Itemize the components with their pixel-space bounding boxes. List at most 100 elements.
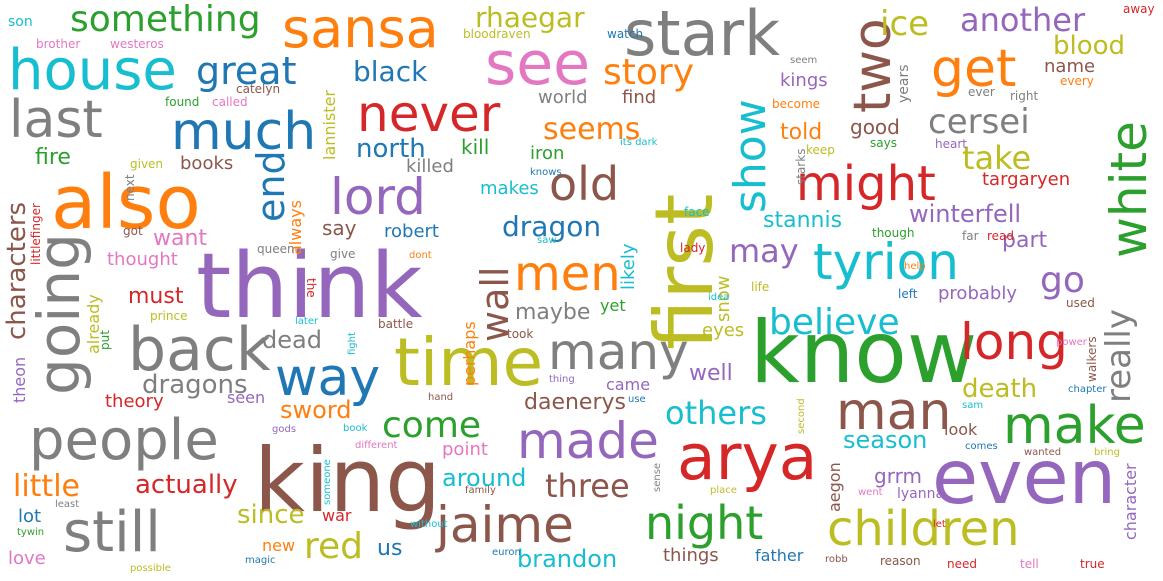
cloud-word: made — [517, 412, 659, 470]
cloud-word: arya — [677, 421, 818, 494]
cloud-word: stannis — [763, 208, 843, 233]
cloud-word: thought — [107, 249, 178, 270]
cloud-word: wanted — [1024, 447, 1062, 458]
cloud-word: without — [410, 519, 448, 530]
cloud-word: name — [1044, 56, 1096, 77]
cloud-word: may — [729, 232, 799, 270]
cloud-word: put — [98, 330, 112, 350]
cloud-word: left — [898, 287, 918, 301]
cloud-word: great — [196, 49, 297, 93]
cloud-word: given — [130, 157, 164, 171]
cloud-word: face — [684, 205, 710, 219]
cloud-word: killed — [406, 156, 454, 177]
cloud-word: theory — [105, 391, 164, 412]
cloud-word: catelyn — [236, 82, 281, 96]
cloud-word: someone — [322, 459, 333, 505]
cloud-word: winterfell — [909, 200, 1022, 228]
cloud-word: sense — [652, 462, 663, 492]
cloud-word: seen — [227, 388, 266, 407]
cloud-word: prince — [150, 309, 188, 323]
cloud-word: called — [212, 95, 248, 109]
cloud-word: new — [262, 536, 296, 555]
cloud-word: keep — [806, 143, 835, 157]
cloud-word: war — [322, 506, 352, 525]
cloud-word: tywin — [17, 527, 45, 538]
cloud-word: littlefinger — [29, 203, 43, 265]
cloud-word: men — [514, 246, 621, 302]
cloud-word: look — [944, 420, 978, 439]
cloud-word: starks — [794, 148, 808, 185]
cloud-word: back — [128, 315, 271, 385]
cloud-word: go — [1040, 260, 1085, 301]
cloud-word: rhaegar — [475, 1, 585, 34]
cloud-word: black — [353, 55, 428, 88]
cloud-word: old — [549, 157, 620, 211]
cloud-word: sword — [280, 396, 352, 424]
cloud-word: others — [665, 394, 767, 432]
cloud-word: robert — [384, 221, 439, 242]
cloud-word: yet — [600, 296, 626, 315]
cloud-word: dont — [409, 250, 432, 261]
cloud-word: another — [960, 1, 1086, 39]
cloud-word: went — [858, 487, 883, 498]
cloud-word: iron — [530, 143, 565, 164]
cloud-word: westeros — [110, 37, 164, 51]
cloud-word: bring — [1094, 447, 1120, 458]
cloud-word: tyrion — [813, 233, 959, 291]
cloud-word: reason — [880, 554, 921, 568]
cloud-word: euron — [492, 547, 521, 558]
cloud-word: place — [710, 485, 737, 496]
cloud-word: dragons — [142, 370, 248, 400]
cloud-word: last — [9, 90, 103, 150]
cloud-word: lyanna — [897, 486, 945, 502]
cloud-word: lord — [330, 168, 426, 226]
cloud-word: white — [1100, 121, 1158, 258]
cloud-word: jaime — [436, 496, 574, 554]
cloud-word: aegon — [825, 462, 844, 512]
cloud-word: might — [796, 156, 936, 212]
cloud-word: cersei — [928, 102, 1030, 142]
cloud-word: must — [128, 284, 184, 309]
cloud-word: make — [1003, 396, 1146, 456]
cloud-word: blood — [1053, 31, 1126, 61]
cloud-word: likely — [618, 243, 639, 290]
cloud-word: man — [836, 382, 952, 442]
cloud-word: son — [8, 14, 33, 30]
cloud-word: came — [606, 375, 651, 394]
cloud-word: end — [249, 150, 293, 222]
cloud-word: its dark — [620, 137, 658, 148]
cloud-word: stark — [624, 0, 780, 70]
cloud-word: need — [947, 557, 977, 571]
cloud-word: good — [850, 115, 900, 139]
cloud-word: well — [689, 361, 733, 386]
cloud-word: brother — [36, 37, 81, 51]
cloud-word: true — [1080, 557, 1105, 571]
cloud-word: queen — [257, 242, 295, 256]
cloud-word: help — [904, 261, 926, 272]
cloud-word: us — [377, 536, 403, 561]
cloud-word: took — [507, 327, 534, 341]
cloud-word: different — [355, 440, 398, 451]
cloud-word: idea — [708, 292, 730, 303]
cloud-word: makes — [480, 178, 539, 199]
cloud-word: used — [1066, 296, 1095, 310]
cloud-word: part — [1002, 228, 1048, 253]
cloud-word: got — [123, 224, 143, 238]
cloud-word: hand — [428, 392, 454, 403]
cloud-word: little — [13, 469, 80, 504]
cloud-word: north — [356, 134, 426, 164]
cloud-word: character — [1121, 463, 1140, 540]
cloud-word: family — [465, 485, 496, 496]
cloud-word: robb — [825, 554, 848, 565]
cloud-word: way — [275, 348, 381, 408]
cloud-word: probably — [938, 283, 1017, 304]
cloud-word: let — [933, 519, 946, 530]
cloud-word: perhaps — [460, 321, 479, 386]
cloud-word: brandon — [517, 545, 618, 573]
cloud-word: know — [750, 303, 978, 403]
cloud-word: targaryen — [982, 169, 1071, 190]
cloud-word: watch — [607, 27, 644, 41]
cloud-word: power — [1056, 337, 1087, 348]
cloud-word: around — [442, 464, 527, 492]
